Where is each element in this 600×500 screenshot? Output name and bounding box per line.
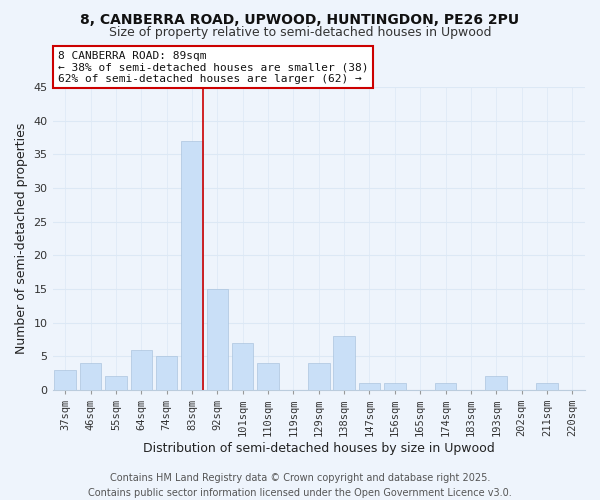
Bar	[384, 383, 406, 390]
Bar	[485, 376, 507, 390]
Y-axis label: Number of semi-detached properties: Number of semi-detached properties	[15, 123, 28, 354]
Bar	[232, 343, 253, 390]
Bar	[80, 363, 101, 390]
Bar	[257, 363, 279, 390]
Bar	[308, 363, 329, 390]
Bar	[181, 141, 203, 390]
Bar	[131, 350, 152, 390]
Bar	[206, 289, 228, 390]
Text: Size of property relative to semi-detached houses in Upwood: Size of property relative to semi-detach…	[109, 26, 491, 39]
X-axis label: Distribution of semi-detached houses by size in Upwood: Distribution of semi-detached houses by …	[143, 442, 494, 455]
Bar	[435, 383, 457, 390]
Bar	[156, 356, 178, 390]
Bar	[334, 336, 355, 390]
Bar	[359, 383, 380, 390]
Bar	[105, 376, 127, 390]
Text: Contains HM Land Registry data © Crown copyright and database right 2025.
Contai: Contains HM Land Registry data © Crown c…	[88, 472, 512, 498]
Text: 8, CANBERRA ROAD, UPWOOD, HUNTINGDON, PE26 2PU: 8, CANBERRA ROAD, UPWOOD, HUNTINGDON, PE…	[80, 12, 520, 26]
Bar	[536, 383, 558, 390]
Bar	[55, 370, 76, 390]
Text: 8 CANBERRA ROAD: 89sqm
← 38% of semi-detached houses are smaller (38)
62% of sem: 8 CANBERRA ROAD: 89sqm ← 38% of semi-det…	[58, 51, 368, 84]
